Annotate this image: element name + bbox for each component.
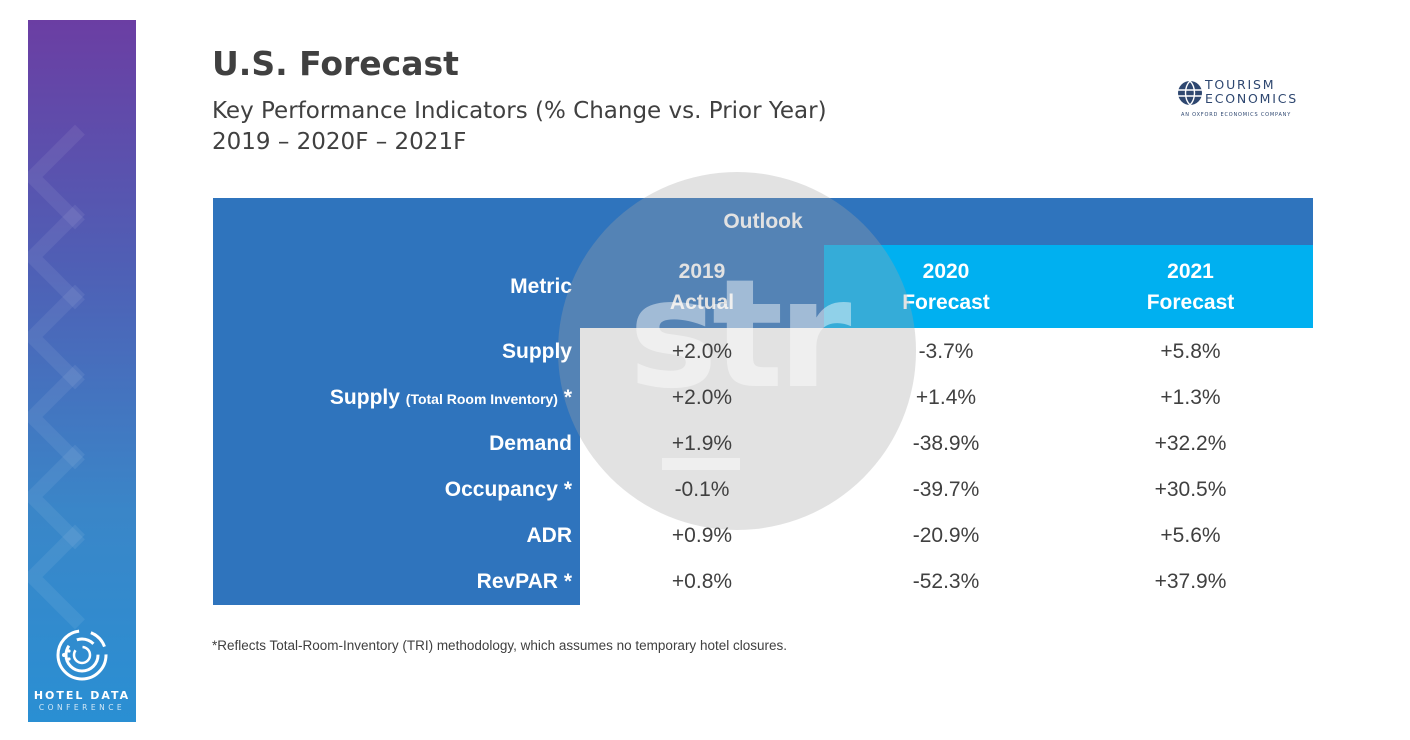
value-2020: -39.7% [912,478,980,501]
value-2020: -52.3% [912,570,980,593]
subtitle: Key Performance Indicators (% Change vs.… [212,96,827,158]
te-tagline: AN OXFORD ECONOMICS COMPANY [1181,112,1292,118]
row-label-text: Demand [489,432,572,455]
value-2019: +1.9% [671,432,733,455]
value-2019: +0.9% [671,524,733,547]
column-header-line-1: 2020 [922,260,970,283]
value-2021: +5.6% [1160,524,1221,547]
column-header-2021: 2021 Forecast [1068,256,1313,318]
row-label: Demand [213,421,572,467]
value-2019: +2.0% [671,386,733,409]
column-header-line-2: Forecast [902,291,990,314]
value-2021: +1.3% [1160,386,1221,409]
value-2021: +30.5% [1154,478,1227,501]
chevron-pattern [28,524,128,630]
row-label-asterisk: * [563,478,572,501]
row-label-text: Occupancy [444,478,558,501]
value-2021: +37.9% [1154,570,1227,593]
row-label: RevPAR * [213,559,572,605]
value-2020: -20.9% [912,524,980,547]
value-2019: +0.8% [671,570,733,593]
row-label-text: Supply [501,340,572,363]
te-line-1: TOURISM [1205,77,1276,92]
column-header-line-1: 2021 [1167,260,1214,283]
subtitle-line-1: Key Performance Indicators (% Change vs.… [212,98,827,124]
metric-header: Metric [510,275,572,298]
value-2019: -0.1% [674,478,730,501]
column-header-line-2: Forecast [1146,291,1235,314]
column-header-2020: 2020 Forecast [824,256,1068,318]
value-2020: -38.9% [912,432,980,455]
watermark-text: str [628,248,852,422]
row-label: Occupancy * [213,467,572,513]
hdc-circle-icon [56,629,108,681]
outlook-header: Outlook [213,198,1313,245]
str-watermark: str [558,172,916,530]
globe-icon [1178,80,1202,106]
row-label-asterisk: * [563,386,572,409]
row-label: ADR [213,513,573,559]
row-label-text: RevPAR [476,570,558,593]
hdc-subtitle: CONFERENCE [38,703,126,712]
value-2021: +5.8% [1160,340,1221,363]
hdc-title: HOTEL DATA [33,689,131,702]
side-banner: HOTEL DATA CONFERENCE [28,20,136,722]
hotel-data-conference-logo: HOTEL DATA CONFERENCE [28,627,136,712]
row-label-asterisk: * [563,570,572,593]
column-header-2019: 2019 Actual [580,256,824,318]
watermark-dash [662,458,740,470]
row-label: Supply [213,329,572,375]
subtitle-line-2: 2019 – 2020F – 2021F [212,129,467,155]
metric-column [213,245,580,605]
value-2021: +32.2% [1154,432,1227,455]
column-header-bg-2019 [580,245,824,328]
value-2020: -3.7% [918,340,974,363]
row-label-text: Supply [329,386,400,409]
row-label-text: ADR [526,524,573,547]
page-title: U.S. Forecast [212,44,459,83]
row-label-note: (Total Room Inventory) [405,391,558,407]
te-wordmark: TOURISM ECONOMICS [1205,78,1298,106]
column-header-line-2: Actual [669,291,735,314]
te-line-2: ECONOMICS [1205,91,1298,106]
value-2019: +2.0% [671,340,733,363]
column-header-line-1: 2019 [678,260,726,283]
value-2020: +1.4% [915,386,977,409]
forecast-header-bg [824,245,1313,328]
footnote: *Reflects Total-Room-Inventory (TRI) met… [212,638,787,653]
row-label: Supply (Total Room Inventory) * [213,375,572,421]
